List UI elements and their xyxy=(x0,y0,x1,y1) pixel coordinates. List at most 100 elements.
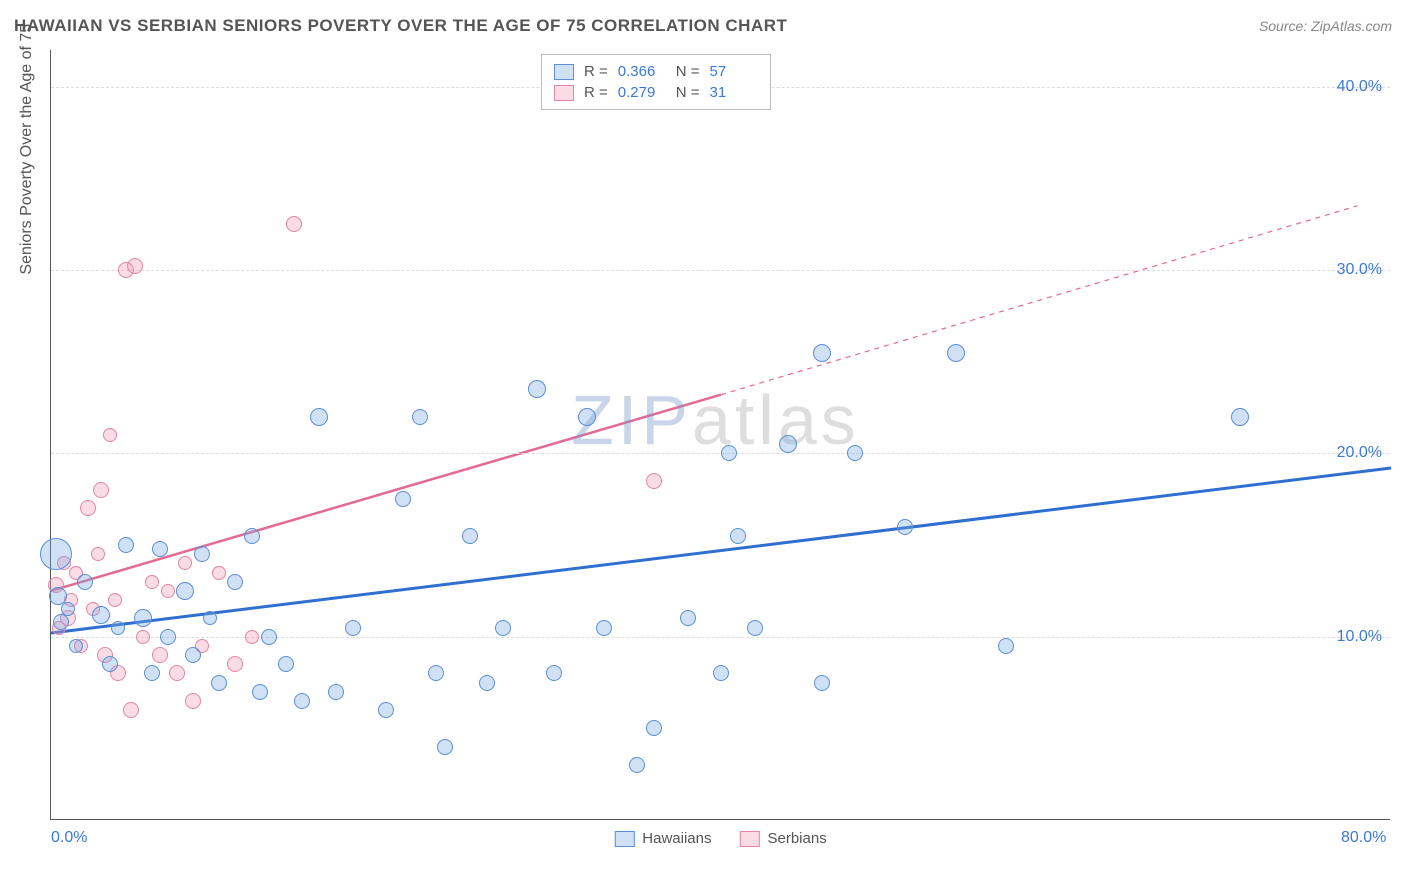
scatter-point xyxy=(278,656,294,672)
scatter-point xyxy=(40,538,72,570)
scatter-point xyxy=(286,216,302,232)
correlation-legend-row: R = 0.366 N = 57 xyxy=(554,61,758,82)
scatter-point xyxy=(93,482,109,498)
chart-header: HAWAIIAN VS SERBIAN SENIORS POVERTY OVER… xyxy=(14,16,1392,36)
scatter-point xyxy=(108,593,122,607)
plot-area: ZIPatlas 10.0%20.0%30.0%40.0%0.0%80.0%R … xyxy=(50,50,1390,820)
y-tick-label: 40.0% xyxy=(1337,78,1382,96)
legend-swatch xyxy=(554,85,574,101)
x-tick-label: 0.0% xyxy=(51,829,87,847)
scatter-point xyxy=(77,574,93,590)
scatter-point xyxy=(103,428,117,442)
scatter-point xyxy=(212,566,226,580)
scatter-point xyxy=(528,380,546,398)
n-value: 31 xyxy=(710,84,758,101)
scatter-point xyxy=(134,609,152,627)
scatter-point xyxy=(185,647,201,663)
scatter-point xyxy=(53,614,69,630)
scatter-point xyxy=(92,606,110,624)
scatter-point xyxy=(294,693,310,709)
scatter-point xyxy=(779,435,797,453)
scatter-point xyxy=(721,445,737,461)
correlation-legend: R = 0.366 N = 57 R = 0.279 N = 31 xyxy=(541,54,771,110)
scatter-point xyxy=(479,675,495,691)
scatter-point xyxy=(61,602,75,616)
scatter-point xyxy=(261,629,277,645)
scatter-point xyxy=(462,528,478,544)
scatter-point xyxy=(730,528,746,544)
scatter-point xyxy=(252,684,268,700)
scatter-point xyxy=(713,665,729,681)
scatter-point xyxy=(747,620,763,636)
scatter-point xyxy=(152,541,168,557)
scatter-point xyxy=(1231,408,1249,426)
scatter-point xyxy=(428,665,444,681)
x-tick-label: 80.0% xyxy=(1341,829,1386,847)
r-value: 0.366 xyxy=(618,63,666,80)
scatter-point xyxy=(847,445,863,461)
trend-lines-layer xyxy=(51,50,1390,819)
scatter-point xyxy=(897,519,913,535)
scatter-point xyxy=(102,656,118,672)
scatter-point xyxy=(998,638,1014,654)
scatter-point xyxy=(203,611,217,625)
scatter-point xyxy=(412,409,428,425)
y-tick-label: 30.0% xyxy=(1337,261,1382,279)
scatter-point xyxy=(495,620,511,636)
scatter-point xyxy=(578,408,596,426)
scatter-point xyxy=(227,656,243,672)
scatter-point xyxy=(161,584,175,598)
scatter-point xyxy=(244,528,260,544)
chart-title: HAWAIIAN VS SERBIAN SENIORS POVERTY OVER… xyxy=(14,16,787,36)
trend-line xyxy=(51,468,1391,633)
series-legend: Hawaiians Serbians xyxy=(614,830,826,847)
scatter-point xyxy=(378,702,394,718)
y-tick-label: 20.0% xyxy=(1337,444,1382,462)
scatter-point xyxy=(111,621,125,635)
scatter-point xyxy=(194,546,210,562)
scatter-point xyxy=(646,720,662,736)
scatter-point xyxy=(91,547,105,561)
scatter-point xyxy=(814,675,830,691)
series-legend-item: Hawaiians xyxy=(614,830,711,847)
scatter-point xyxy=(169,665,185,681)
scatter-point xyxy=(680,610,696,626)
scatter-point xyxy=(227,574,243,590)
scatter-point xyxy=(176,582,194,600)
scatter-point xyxy=(646,473,662,489)
gridline xyxy=(51,270,1390,271)
scatter-point xyxy=(211,675,227,691)
scatter-point xyxy=(160,629,176,645)
r-label: R = xyxy=(584,84,608,101)
legend-swatch xyxy=(740,831,760,847)
n-label: N = xyxy=(676,84,700,101)
series-legend-item: Serbians xyxy=(740,830,827,847)
r-label: R = xyxy=(584,63,608,80)
source-credit: Source: ZipAtlas.com xyxy=(1259,18,1392,34)
scatter-point xyxy=(813,344,831,362)
scatter-point xyxy=(310,408,328,426)
r-value: 0.279 xyxy=(618,84,666,101)
scatter-point xyxy=(136,630,150,644)
scatter-point xyxy=(144,665,160,681)
scatter-point xyxy=(123,702,139,718)
scatter-point xyxy=(345,620,361,636)
scatter-point xyxy=(145,575,159,589)
n-label: N = xyxy=(676,63,700,80)
correlation-legend-row: R = 0.279 N = 31 xyxy=(554,82,758,103)
scatter-point xyxy=(437,739,453,755)
legend-swatch xyxy=(614,831,634,847)
scatter-point xyxy=(947,344,965,362)
y-axis-title: Seniors Poverty Over the Age of 75 xyxy=(18,24,36,275)
scatter-point xyxy=(127,258,143,274)
scatter-point xyxy=(546,665,562,681)
scatter-point xyxy=(69,639,83,653)
series-label: Hawaiians xyxy=(642,830,711,847)
scatter-point xyxy=(596,620,612,636)
legend-swatch xyxy=(554,64,574,80)
series-label: Serbians xyxy=(768,830,827,847)
n-value: 57 xyxy=(710,63,758,80)
scatter-point xyxy=(629,757,645,773)
scatter-point xyxy=(245,630,259,644)
y-tick-label: 10.0% xyxy=(1337,628,1382,646)
